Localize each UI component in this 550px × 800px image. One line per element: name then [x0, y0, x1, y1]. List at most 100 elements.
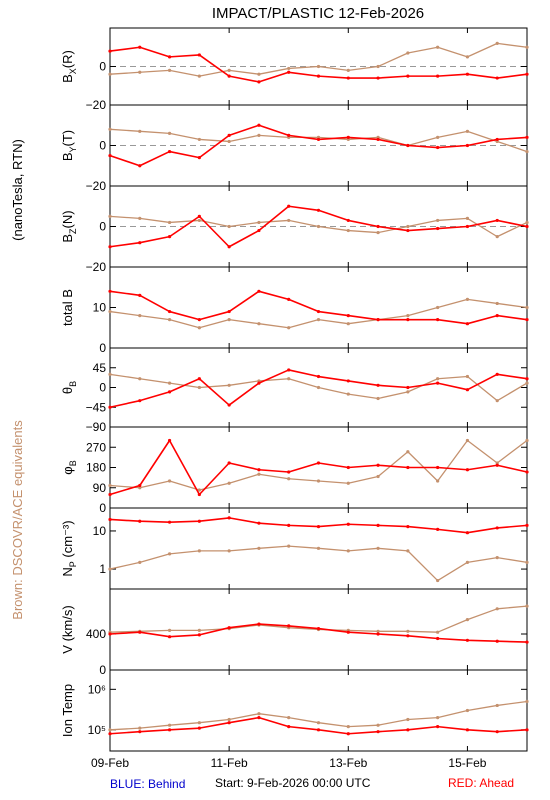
data-point-ahead-phi: [495, 463, 499, 467]
data-point-brown-bx: [376, 64, 380, 69]
data-point-brown-bz: [257, 220, 261, 225]
data-point-brown-total: [495, 301, 499, 306]
panel-bz: 0 −20 BZ(N): [60, 185, 529, 274]
data-point-ahead-temp: [108, 732, 112, 736]
data-point-ahead-total: [108, 289, 112, 293]
y-axis-label-v: V (km/s): [60, 605, 75, 653]
data-point-ahead-v: [138, 630, 142, 634]
data-point-ahead-by: [525, 135, 529, 139]
data-point-ahead-v: [257, 622, 261, 626]
data-point-ahead-v: [287, 624, 291, 628]
data-point-ahead-bz: [465, 224, 470, 229]
data-point-brown-theta: [346, 392, 350, 396]
data-point-ahead-theta: [376, 383, 380, 387]
data-point-brown-v: [197, 628, 201, 633]
data-point-ahead-v: [465, 638, 470, 642]
data-point-ahead-v: [346, 630, 350, 634]
data-point-ahead-bx: [108, 49, 112, 53]
data-point-brown-temp: [287, 716, 291, 720]
data-point-brown-by: [108, 127, 112, 131]
data-point-ahead-v: [108, 632, 112, 636]
data-point-brown-theta: [227, 383, 231, 387]
data-point-brown-v: [167, 628, 172, 633]
data-point-brown-v: [406, 629, 410, 633]
data-point-ahead-temp: [495, 730, 499, 734]
data-point-ahead-v: [525, 640, 529, 644]
data-point-ahead-bz: [525, 224, 529, 229]
data-point-ahead-by: [227, 133, 231, 137]
data-point-brown-total: [346, 322, 350, 326]
series-line-brown-bx: [109, 42, 528, 77]
data-point-ahead-phi: [257, 468, 261, 472]
panel-bx: 0 −20 BX(R): [60, 27, 529, 112]
data-point-brown-bz: [346, 228, 350, 233]
data-point-ahead-bz: [406, 228, 410, 233]
data-point-ahead-bz: [346, 218, 350, 223]
data-point-brown-theta: [465, 374, 470, 379]
data-point-brown-np: [257, 546, 261, 550]
data-point-brown-np: [376, 546, 380, 550]
data-point-brown-phi: [465, 438, 470, 443]
data-point-ahead-bz: [495, 218, 499, 223]
y-tick-label-temp: 10⁶: [88, 682, 106, 696]
y-axis-label-bz: BZ(N): [60, 210, 78, 242]
data-point-ahead-bx: [316, 74, 321, 78]
data-point-ahead-np: [287, 523, 291, 527]
data-point-ahead-by: [287, 133, 291, 137]
data-point-brown-bz: [167, 220, 172, 225]
y-tick-label-phi: 180: [86, 461, 106, 475]
data-point-brown-theta: [108, 372, 112, 376]
legend-behind: BLUE: Behind: [110, 777, 185, 791]
y-tick-label-theta: 0: [99, 381, 106, 395]
brown-series-note: Brown: DSCOVR/ACE equivalents: [10, 420, 25, 620]
panel-frame-phi: [109, 426, 528, 509]
data-point-ahead-temp: [316, 728, 321, 732]
data-point-ahead-by: [257, 123, 261, 127]
data-point-brown-v: [525, 604, 529, 608]
series-ahead-by: [108, 123, 529, 168]
data-point-ahead-bx: [227, 74, 231, 78]
data-point-brown-theta: [138, 377, 142, 381]
data-point-brown-phi: [138, 486, 142, 490]
data-point-brown-bz: [138, 216, 142, 220]
data-point-brown-np: [346, 549, 350, 553]
data-point-ahead-phi: [525, 470, 529, 474]
data-point-ahead-phi: [406, 465, 410, 470]
data-point-ahead-theta: [167, 390, 172, 394]
data-point-ahead-total: [465, 322, 470, 326]
data-point-ahead-by: [406, 143, 410, 148]
data-point-brown-temp: [257, 712, 261, 716]
data-point-ahead-temp: [138, 730, 142, 734]
data-point-ahead-phi: [167, 438, 172, 443]
data-point-ahead-total: [436, 318, 440, 322]
data-point-ahead-v: [406, 634, 410, 638]
data-point-ahead-by: [465, 143, 470, 148]
data-point-ahead-bz: [376, 224, 380, 229]
data-point-ahead-total: [138, 293, 142, 297]
data-point-brown-np: [227, 549, 231, 553]
data-point-ahead-temp: [257, 716, 261, 720]
data-point-brown-total: [465, 297, 470, 301]
y-axis-label-temp: Ion Temp: [60, 684, 75, 737]
data-point-ahead-temp: [197, 726, 201, 730]
data-point-ahead-bz: [167, 235, 172, 239]
data-point-ahead-by: [346, 135, 350, 139]
data-point-ahead-total: [406, 318, 410, 322]
data-point-ahead-bx: [406, 74, 410, 78]
data-point-ahead-by: [495, 137, 499, 142]
y-tick-label-total: 10: [93, 301, 107, 315]
data-point-ahead-theta: [287, 368, 291, 372]
y-axis-label-np: NP (cm⁻³): [60, 520, 78, 576]
data-point-brown-theta: [257, 379, 261, 383]
data-point-ahead-theta: [525, 377, 529, 381]
data-point-ahead-temp: [227, 721, 231, 725]
x-tick-label: 13-Feb: [329, 756, 367, 770]
y-tick-label-bz: 0: [99, 220, 106, 234]
data-point-ahead-bx: [465, 72, 470, 76]
panel-temp: 10⁶ 10⁵ Ion Temp: [60, 669, 529, 752]
data-point-brown-total: [257, 322, 261, 326]
data-point-brown-np: [436, 578, 440, 583]
data-point-ahead-by: [138, 164, 142, 168]
series-line-brown-np: [109, 545, 528, 582]
